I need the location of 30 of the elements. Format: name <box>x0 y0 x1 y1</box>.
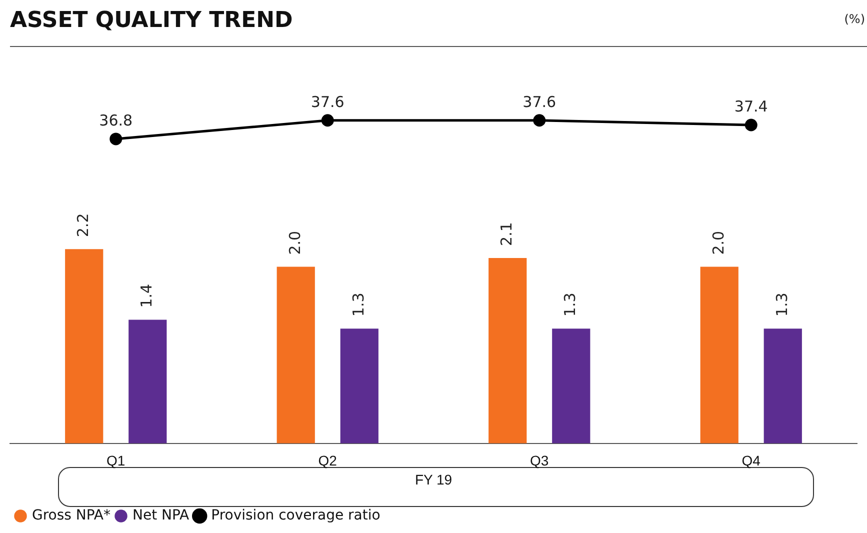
x-axis-title: FY 19 <box>414 471 452 488</box>
bar <box>276 266 315 444</box>
bar <box>128 320 167 444</box>
data-label: 1.3 <box>561 292 580 317</box>
legend-label: Gross NPA* <box>32 508 110 524</box>
x-tick-label: Q1 <box>106 452 126 469</box>
data-label: 37.6 <box>522 92 556 111</box>
data-label: 1.4 <box>138 284 156 308</box>
bar <box>764 328 802 444</box>
data-label: 1.3 <box>772 292 791 317</box>
data-label: 2.2 <box>74 213 92 238</box>
x-tick-label: Q4 <box>742 452 761 469</box>
data-label: 37.4 <box>734 97 768 116</box>
bar <box>552 328 590 444</box>
legend-label: Net NPA <box>132 508 190 524</box>
data-label: 1.3 <box>349 292 368 317</box>
text: (%) <box>844 12 865 26</box>
data-label: 2.0 <box>286 230 304 255</box>
x-tick-label: Q3 <box>530 452 549 469</box>
legend-label: Provision coverage ratio <box>211 508 380 524</box>
data-label: 2.0 <box>709 230 728 255</box>
x-tick-label: Q2 <box>318 452 338 469</box>
data-label: 37.6 <box>310 92 344 111</box>
data-label: 36.8 <box>99 111 133 130</box>
bar <box>340 328 378 444</box>
bar <box>700 266 738 444</box>
chart-title: ASSET QUALITY TREND <box>10 8 293 33</box>
bar <box>488 258 527 444</box>
bar <box>65 249 104 444</box>
data-label: 2.1 <box>498 222 516 246</box>
